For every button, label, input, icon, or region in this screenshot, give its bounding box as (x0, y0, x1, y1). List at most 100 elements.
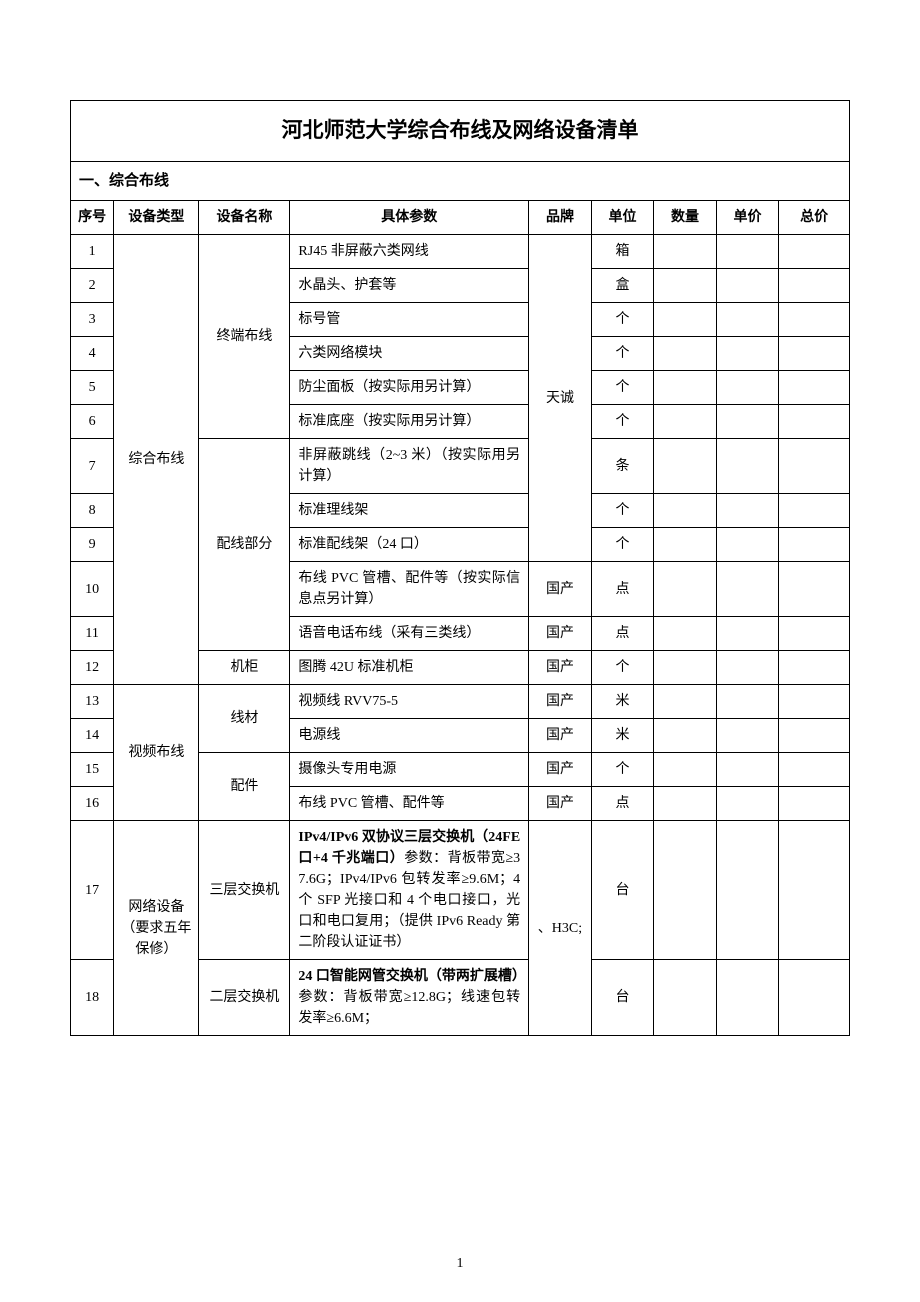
header-price: 单价 (716, 201, 779, 235)
cell-total (779, 685, 850, 719)
cell-total (779, 439, 850, 494)
cell-seq: 5 (71, 371, 114, 405)
cell-unit: 台 (591, 960, 654, 1036)
equipment-table: 河北师范大学综合布线及网络设备清单 一、综合布线 序号 设备类型 设备名称 具体… (70, 100, 850, 1036)
cell-seq: 12 (71, 651, 114, 685)
cell-param: 水晶头、护套等 (290, 269, 529, 303)
cell-price (716, 651, 779, 685)
cell-seq: 6 (71, 405, 114, 439)
cell-price (716, 685, 779, 719)
cell-param: 布线 PVC 管槽、配件等（按实际信息点另计算） (290, 562, 529, 617)
cell-unit: 个 (591, 528, 654, 562)
cell-qty (654, 821, 717, 960)
cell-qty (654, 235, 717, 269)
cell-total (779, 960, 850, 1036)
document-page: 河北师范大学综合布线及网络设备清单 一、综合布线 序号 设备类型 设备名称 具体… (0, 0, 920, 1302)
table-row: 13 视频布线 线材 视频线 RVV75-5 国产 米 (71, 685, 850, 719)
cell-total (779, 787, 850, 821)
cell-unit: 个 (591, 494, 654, 528)
cell-param: 图腾 42U 标准机柜 (290, 651, 529, 685)
cell-param: 语音电话布线（采有三类线） (290, 617, 529, 651)
cell-seq: 7 (71, 439, 114, 494)
header-brand: 品牌 (529, 201, 592, 235)
cell-total (779, 528, 850, 562)
cell-total (779, 405, 850, 439)
cell-param: 防尘面板（按实际用另计算） (290, 371, 529, 405)
cell-brand: 国产 (529, 685, 592, 719)
cell-price (716, 337, 779, 371)
header-total: 总价 (779, 201, 850, 235)
table-row: 1 综合布线 终端布线 RJ45 非屏蔽六类网线 天诚 箱 (71, 235, 850, 269)
cell-unit: 个 (591, 303, 654, 337)
cell-unit: 点 (591, 617, 654, 651)
cell-qty (654, 528, 717, 562)
cell-unit: 米 (591, 719, 654, 753)
cell-param: 标准底座（按实际用另计算） (290, 405, 529, 439)
cell-unit: 点 (591, 787, 654, 821)
cell-qty (654, 337, 717, 371)
param-bold: 24 口智能网管交换机（带两扩展槽） (298, 969, 526, 984)
cell-price (716, 821, 779, 960)
cell-price (716, 617, 779, 651)
cell-unit: 盒 (591, 269, 654, 303)
header-param: 具体参数 (290, 201, 529, 235)
cell-total (779, 821, 850, 960)
cell-price (716, 494, 779, 528)
cell-seq: 4 (71, 337, 114, 371)
cell-qty (654, 651, 717, 685)
cell-name-group: 机柜 (199, 651, 290, 685)
cell-name-group: 三层交换机 (199, 821, 290, 960)
cell-unit: 米 (591, 685, 654, 719)
cell-param: 布线 PVC 管槽、配件等 (290, 787, 529, 821)
cell-total (779, 303, 850, 337)
cell-price (716, 303, 779, 337)
cell-total (779, 235, 850, 269)
cell-price (716, 269, 779, 303)
cell-seq: 1 (71, 235, 114, 269)
section-1-label: 一、综合布线 (71, 161, 850, 201)
cell-param: 标号管 (290, 303, 529, 337)
cell-seq: 11 (71, 617, 114, 651)
table-row: 17 网络设备（要求五年保修） 三层交换机 IPv4/IPv6 双协议三层交换机… (71, 821, 850, 960)
cell-total (779, 719, 850, 753)
cell-brand: 国产 (529, 617, 592, 651)
cell-brand: 国产 (529, 719, 592, 753)
cell-total (779, 753, 850, 787)
cell-qty (654, 787, 717, 821)
cell-price (716, 562, 779, 617)
cell-total (779, 337, 850, 371)
cell-seq: 17 (71, 821, 114, 960)
cell-brand: 国产 (529, 651, 592, 685)
cell-qty (654, 617, 717, 651)
cell-param: 摄像头专用电源 (290, 753, 529, 787)
cell-seq: 9 (71, 528, 114, 562)
cell-brand: 国产 (529, 787, 592, 821)
cell-param: 标准配线架（24 口） (290, 528, 529, 562)
param-rest: 参数：背板带宽≥12.8G；线速包转发率≥6.6M； (298, 990, 520, 1026)
cell-qty (654, 753, 717, 787)
cell-total (779, 617, 850, 651)
cell-price (716, 439, 779, 494)
header-type: 设备类型 (114, 201, 199, 235)
header-qty: 数量 (654, 201, 717, 235)
cell-qty (654, 494, 717, 528)
cell-type-group: 综合布线 (114, 235, 199, 685)
page-number: 1 (0, 1256, 920, 1272)
cell-seq: 10 (71, 562, 114, 617)
section-row: 一、综合布线 (71, 161, 850, 201)
cell-name-group: 二层交换机 (199, 960, 290, 1036)
cell-unit: 台 (591, 821, 654, 960)
cell-seq: 8 (71, 494, 114, 528)
cell-seq: 14 (71, 719, 114, 753)
cell-total (779, 494, 850, 528)
cell-qty (654, 303, 717, 337)
cell-unit: 条 (591, 439, 654, 494)
cell-param: RJ45 非屏蔽六类网线 (290, 235, 529, 269)
cell-total (779, 371, 850, 405)
cell-seq: 18 (71, 960, 114, 1036)
cell-price (716, 235, 779, 269)
cell-qty (654, 562, 717, 617)
title-row: 河北师范大学综合布线及网络设备清单 (71, 101, 850, 162)
cell-price (716, 960, 779, 1036)
cell-price (716, 371, 779, 405)
